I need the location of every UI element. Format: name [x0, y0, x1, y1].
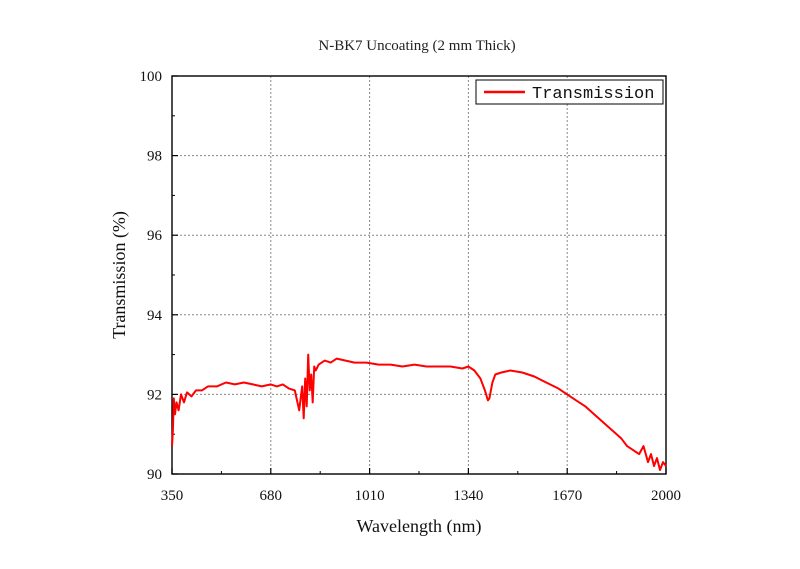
y-axis-label: Transmission (%): [109, 211, 130, 339]
tick-layer: 350 680 1010 1340 1670 2000 90 92 94 96 98 100: [140, 69, 682, 504]
grid-layer: [172, 76, 666, 474]
x-tick-label: 1670: [552, 488, 582, 504]
y-tick-label: 92: [147, 387, 162, 403]
y-tick-label: 96: [147, 228, 163, 244]
x-tick-label: 1340: [453, 488, 483, 504]
y-tick-label: 98: [147, 149, 162, 165]
y-tick-label: 90: [147, 467, 162, 483]
chart-title: N-BK7 Uncoating (2 mm Thick): [318, 38, 515, 54]
y-tick-label: 100: [140, 69, 163, 85]
x-tick-label: 1010: [355, 488, 385, 504]
legend: Transmission: [475, 79, 664, 105]
x-axis-label: Wavelength (nm): [356, 516, 481, 537]
series-line-transmission: [171, 353, 667, 471]
x-tick-label: 680: [260, 488, 283, 504]
x-tick-label: 350: [161, 488, 184, 504]
y-tick-label: 94: [147, 308, 163, 324]
x-tick-label: 2000: [651, 488, 681, 504]
plot-frame: [171, 75, 667, 475]
series-layer: [171, 353, 667, 471]
legend-label: Transmission: [532, 85, 654, 104]
